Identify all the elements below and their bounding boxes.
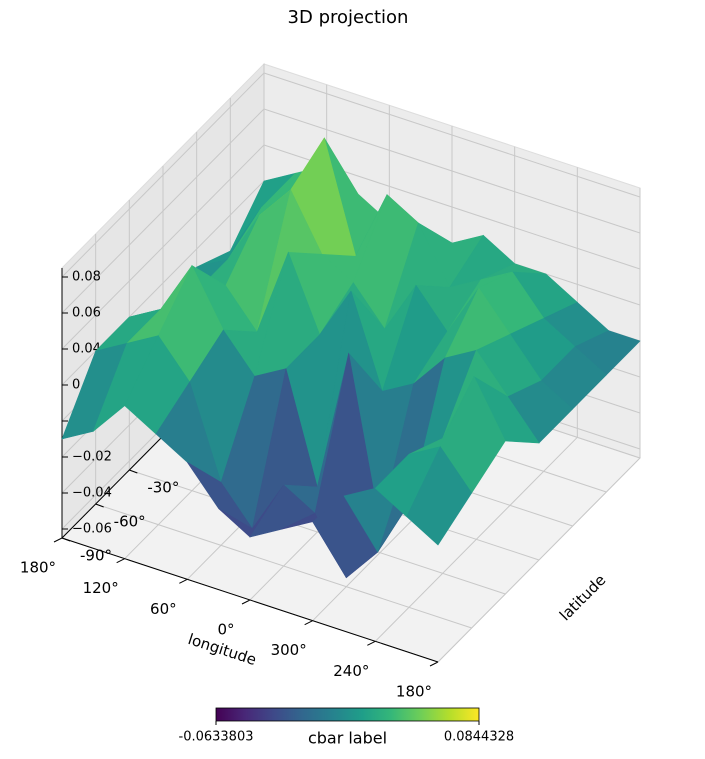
z-tick-label: −0.02 (72, 450, 112, 465)
x-tick-label: 240° (333, 662, 369, 680)
x-tick (367, 640, 376, 646)
z-tick-label: 0.06 (72, 306, 101, 321)
grid-line (129, 469, 506, 595)
colorbar-tick-label: 0.0844328 (444, 730, 514, 745)
x-tick (53, 537, 63, 543)
y-tick-label: -90° (80, 547, 112, 565)
grid-line (95, 503, 472, 629)
grid-line (61, 72, 265, 278)
y-tick-label: -30° (147, 479, 179, 497)
x-tick-label: 60° (150, 600, 177, 618)
x-tick (241, 599, 251, 605)
x-tick (116, 558, 125, 564)
x-tick-label: 0° (217, 621, 234, 639)
x-tick-label: 180° (20, 559, 56, 577)
grid-line (263, 72, 641, 198)
x-tick (304, 620, 313, 626)
z-tick-label: 0.08 (72, 270, 101, 285)
x-tick-label: 120° (83, 579, 119, 597)
x-tick (429, 661, 439, 667)
y-tick (95, 503, 104, 508)
z-tick-label: 0.04 (72, 342, 101, 357)
chart-title: 3D projection (288, 7, 409, 28)
y-axis-label: latitude (556, 571, 609, 624)
surface-patch (406, 446, 473, 546)
y-tick (129, 469, 138, 474)
colorbar-tick-label: -0.0633803 (179, 730, 254, 745)
x-tick (179, 578, 188, 584)
grid-line (263, 108, 641, 234)
grid-line (61, 108, 265, 314)
axis-line (61, 537, 439, 663)
z-tick-label: −0.04 (72, 486, 112, 501)
x-tick-label: 180° (396, 683, 432, 701)
y-tick-label: -60° (114, 513, 146, 531)
colorbar-label: cbar label (308, 729, 387, 748)
grid-line (61, 144, 265, 350)
x-tick-label: 300° (271, 641, 307, 659)
colorbar (215, 707, 480, 722)
z-tick-label: −0.06 (72, 522, 112, 537)
